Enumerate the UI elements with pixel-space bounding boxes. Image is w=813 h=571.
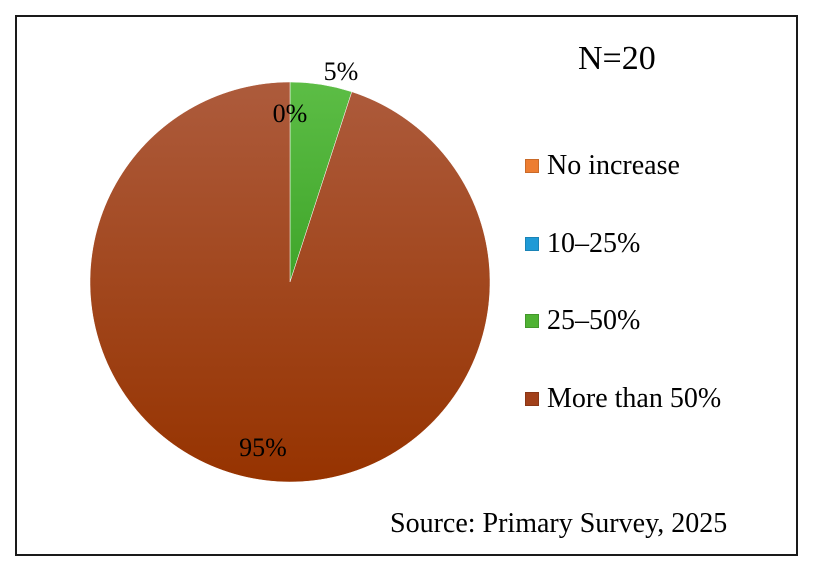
- legend-swatch-no-increase: [525, 159, 539, 173]
- legend-swatch-more-than-50: [525, 392, 539, 406]
- legend-swatch-25-50: [525, 314, 539, 328]
- source-note: Source: Primary Survey, 2025: [390, 508, 728, 539]
- pie-slice-more-than-50: [89, 81, 491, 483]
- legend-item-more-than-50: More than 50%: [525, 385, 721, 413]
- legend-swatch-10-25: [525, 237, 539, 251]
- legend-label-more-than-50: More than 50%: [547, 383, 722, 414]
- legend-label-10-25: 10–25%: [547, 228, 641, 259]
- legend-item-no-increase: No increase: [525, 152, 680, 180]
- legend-item-25-50: 25–50%: [525, 307, 640, 335]
- legend-label-25-50: 25–50%: [547, 305, 641, 336]
- legend-label-no-increase: No increase: [547, 150, 680, 181]
- sample-size-label: N=20: [578, 40, 656, 77]
- data-label-25-50: 5%: [324, 57, 359, 86]
- data-label-more-than-50: 95%: [239, 433, 287, 462]
- data-label-10-25: 0%: [273, 99, 308, 128]
- legend-item-10-25: 10–25%: [525, 230, 640, 258]
